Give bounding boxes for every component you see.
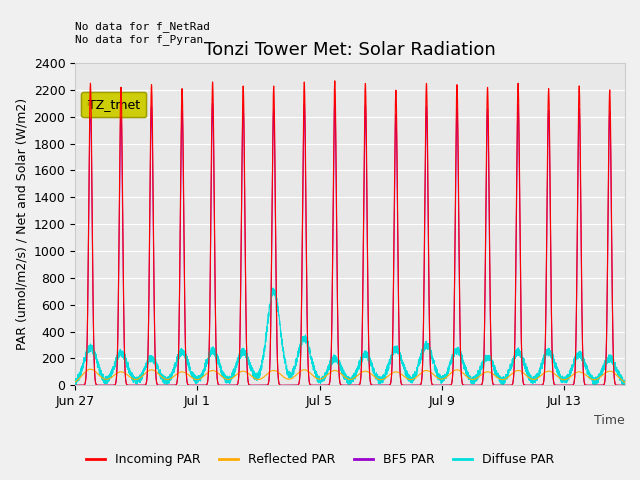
- Diffuse PAR: [189, 375, 197, 381]
- Diffuse PAR: [225, 379, 233, 384]
- Reflected PAR: [621, 380, 629, 385]
- Diffuse PAR: [269, 285, 277, 291]
- Reflected PAR: [413, 373, 421, 379]
- Reflected PAR: [404, 376, 412, 382]
- Reflected PAR: [225, 376, 233, 382]
- Reflected PAR: [569, 372, 577, 378]
- X-axis label: Time: Time: [595, 414, 625, 427]
- Reflected PAR: [189, 375, 197, 381]
- Incoming PAR: [71, 383, 79, 388]
- Line: BF5 PAR: BF5 PAR: [75, 102, 625, 385]
- Diffuse PAR: [72, 383, 80, 388]
- Diffuse PAR: [413, 368, 421, 373]
- Incoming PAR: [621, 383, 629, 388]
- Incoming PAR: [569, 382, 577, 388]
- Legend: Incoming PAR, Reflected PAR, BF5 PAR, Diffuse PAR: Incoming PAR, Reflected PAR, BF5 PAR, Di…: [81, 448, 559, 471]
- Title: Tonzi Tower Met: Solar Radiation: Tonzi Tower Met: Solar Radiation: [204, 41, 496, 59]
- Diffuse PAR: [569, 363, 577, 369]
- Text: No data for f_NetRad
No data for f_Pyran: No data for f_NetRad No data for f_Pyran: [75, 21, 210, 45]
- Diffuse PAR: [621, 377, 629, 383]
- Incoming PAR: [621, 383, 628, 388]
- BF5 PAR: [621, 383, 629, 388]
- BF5 PAR: [404, 383, 412, 388]
- Diffuse PAR: [621, 381, 628, 387]
- BF5 PAR: [71, 383, 79, 388]
- Diffuse PAR: [404, 372, 412, 378]
- Line: Incoming PAR: Incoming PAR: [75, 81, 625, 385]
- BF5 PAR: [225, 383, 232, 388]
- Incoming PAR: [413, 383, 421, 388]
- Reflected PAR: [71, 379, 79, 385]
- BF5 PAR: [189, 383, 196, 388]
- Reflected PAR: [621, 379, 628, 385]
- Incoming PAR: [404, 383, 412, 388]
- BF5 PAR: [621, 383, 628, 388]
- Incoming PAR: [331, 78, 339, 84]
- Diffuse PAR: [71, 379, 79, 384]
- Y-axis label: PAR (umol/m2/s) / Net and Solar (W/m2): PAR (umol/m2/s) / Net and Solar (W/m2): [15, 98, 28, 350]
- Incoming PAR: [189, 383, 196, 388]
- Line: Reflected PAR: Reflected PAR: [75, 369, 625, 383]
- Reflected PAR: [86, 366, 94, 372]
- BF5 PAR: [331, 99, 339, 105]
- BF5 PAR: [413, 383, 421, 388]
- Legend: TZ_tmet: TZ_tmet: [81, 92, 146, 117]
- Incoming PAR: [225, 383, 232, 388]
- BF5 PAR: [569, 382, 577, 388]
- Line: Diffuse PAR: Diffuse PAR: [75, 288, 625, 385]
